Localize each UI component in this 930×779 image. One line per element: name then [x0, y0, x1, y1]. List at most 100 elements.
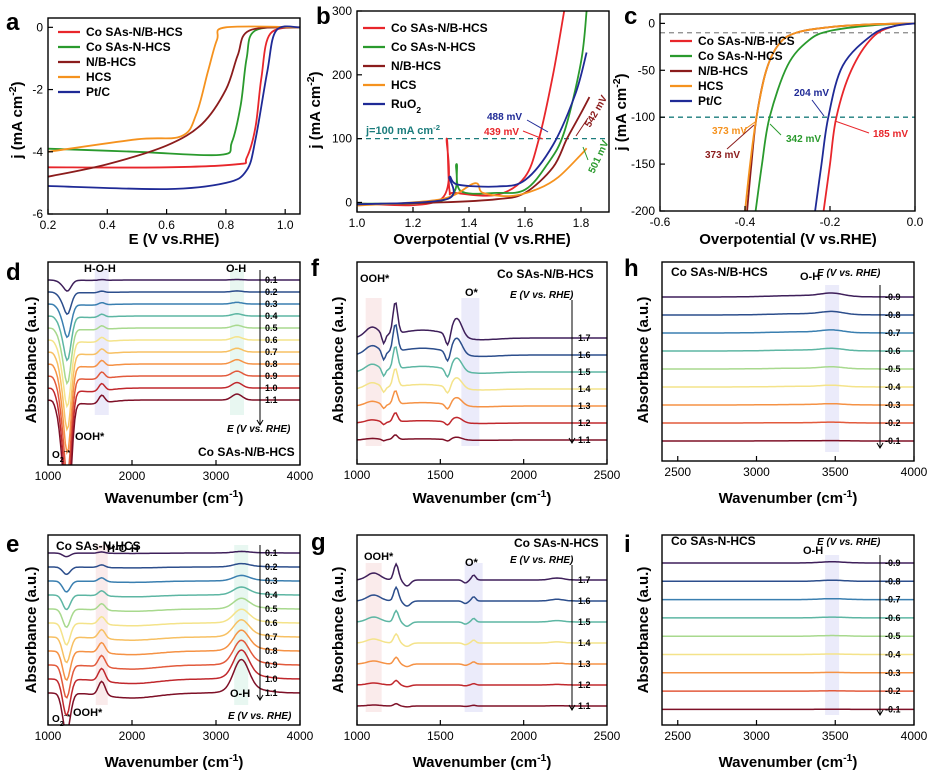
x-tick-label: 4000: [901, 729, 928, 743]
spectrum-line: [357, 632, 607, 648]
annotation-arrow: [582, 146, 589, 161]
series-line: [48, 26, 300, 157]
spectrum-line: [48, 649, 300, 717]
spectrum-line: [48, 597, 300, 629]
series-line: [48, 26, 300, 169]
spectrum-line: [662, 653, 914, 656]
sample-label: Co SAs-N-HCS: [671, 534, 756, 548]
spectrum-line: [48, 658, 300, 725]
x-tick-label: 3000: [743, 465, 770, 479]
spectrum-line: [48, 562, 300, 576]
annotation: 501 mV: [587, 139, 612, 176]
band-label: O2⁻*: [52, 450, 70, 464]
potential-label: 0.7: [265, 632, 278, 642]
plot-frame: [47, 17, 301, 215]
band-label: OOH*: [75, 431, 105, 443]
y-axis-label: Absorbance (a.u.): [23, 567, 40, 694]
panel-letter: f: [311, 255, 320, 282]
y-axis-label: j (mA cm-2): [611, 73, 630, 151]
potential-label: 0.8: [265, 646, 278, 656]
spectrum-line: [48, 619, 300, 664]
x-tick-label: -0.2: [820, 215, 841, 229]
series-line: [48, 26, 300, 178]
legend-label: N/B-HCS: [698, 64, 748, 78]
legend-label: Co SAs-N-HCS: [391, 40, 476, 54]
band-label: O*: [465, 557, 479, 569]
x-tick-label: 1000: [344, 468, 371, 482]
spectrum-line: [662, 347, 914, 352]
potential-axis-label: E (V vs. RHE): [510, 290, 574, 301]
x-tick-label: 3000: [203, 469, 230, 483]
potential-label: -0.3: [885, 668, 901, 678]
potential-label: 0.3: [265, 299, 278, 309]
spectrum-line: [357, 412, 607, 426]
x-tick-label: 0.4: [99, 218, 116, 232]
x-tick-label: 1.0: [277, 218, 294, 232]
x-tick-label: 2000: [119, 469, 146, 483]
x-tick-label: 1.4: [461, 216, 478, 230]
y-tick-label: -200: [631, 204, 655, 218]
y-axis-label: Absorbance (a.u.): [330, 567, 347, 694]
spectrum-line: [357, 609, 607, 628]
y-tick-label: 0: [648, 16, 655, 30]
x-tick-label: -0.6: [650, 215, 671, 229]
potential-label: 0.6: [265, 335, 278, 345]
spectrum-line: [48, 639, 300, 699]
spectrum-line: [357, 346, 607, 379]
x-tick-label: 1.6: [517, 216, 534, 230]
potential-label: 0.5: [265, 604, 278, 614]
plot-frame: [659, 13, 916, 212]
spectrum-line: [48, 381, 300, 465]
band-label: O-H: [230, 688, 250, 700]
legend-label: Co SAs-N/B-HCS: [391, 21, 488, 35]
x-tick-label: 2500: [594, 468, 621, 482]
panel-letter: b: [316, 3, 331, 30]
annotation-arrow: [769, 123, 782, 136]
spectrum-line: [357, 656, 607, 668]
potential-label: -0.6: [885, 346, 901, 356]
spectrum-line: [357, 390, 607, 410]
x-tick-label: 0.8: [218, 218, 235, 232]
potential-label: -0.2: [885, 686, 901, 696]
x-axis-label: Wavenumber (cm-1): [105, 752, 244, 771]
x-tick-label: 1.8: [573, 216, 590, 230]
potential-label: 0.5: [265, 323, 278, 333]
spectrum-line: [357, 562, 607, 587]
spectrum-line: [48, 370, 300, 465]
x-tick-label: 1.2: [405, 216, 422, 230]
panel-letter: c: [624, 3, 637, 30]
y-tick-label: -100: [631, 110, 655, 124]
band-highlight: [94, 270, 109, 415]
legend-label: Co SAs-N-HCS: [698, 49, 783, 63]
x-tick-label: 1000: [35, 469, 62, 483]
y-axis-label: Absorbance (a.u.): [635, 567, 652, 694]
potential-label: -0.4: [885, 650, 901, 660]
potential-label: 0.3: [265, 576, 278, 586]
legend-label: RuO2: [391, 97, 421, 115]
x-tick-label: 0.6: [158, 218, 175, 232]
potential-label: 1.4: [578, 384, 591, 394]
legend-label: HCS: [698, 79, 723, 93]
x-axis-label: Wavenumber (cm-1): [719, 752, 858, 771]
series-line: [357, 96, 591, 206]
spectrum-line: [48, 324, 300, 386]
potential-label: 1.7: [578, 333, 591, 343]
annotation-arrow: [575, 117, 589, 137]
panel-letter: a: [6, 9, 20, 36]
spectrum-line: [662, 329, 914, 334]
potential-label: 1.1: [265, 688, 278, 698]
spectrum-line: [357, 585, 607, 607]
x-tick-label: 2000: [119, 729, 146, 743]
y-axis-label: Absorbance (a.u.): [635, 297, 652, 424]
series-line: [814, 22, 915, 211]
x-tick-label: 2500: [664, 729, 691, 743]
potential-label: -0.9: [885, 558, 901, 568]
band-label: O-H: [803, 545, 823, 557]
x-tick-label: 4000: [901, 465, 928, 479]
potential-label: 1.3: [578, 401, 591, 411]
y-tick-label: -50: [638, 63, 656, 77]
potential-label: 0.1: [265, 548, 278, 558]
series-line: [48, 25, 300, 153]
x-axis-label: Overpotential (V vs.RHE): [699, 231, 877, 248]
annotation-arrow: [834, 120, 870, 134]
